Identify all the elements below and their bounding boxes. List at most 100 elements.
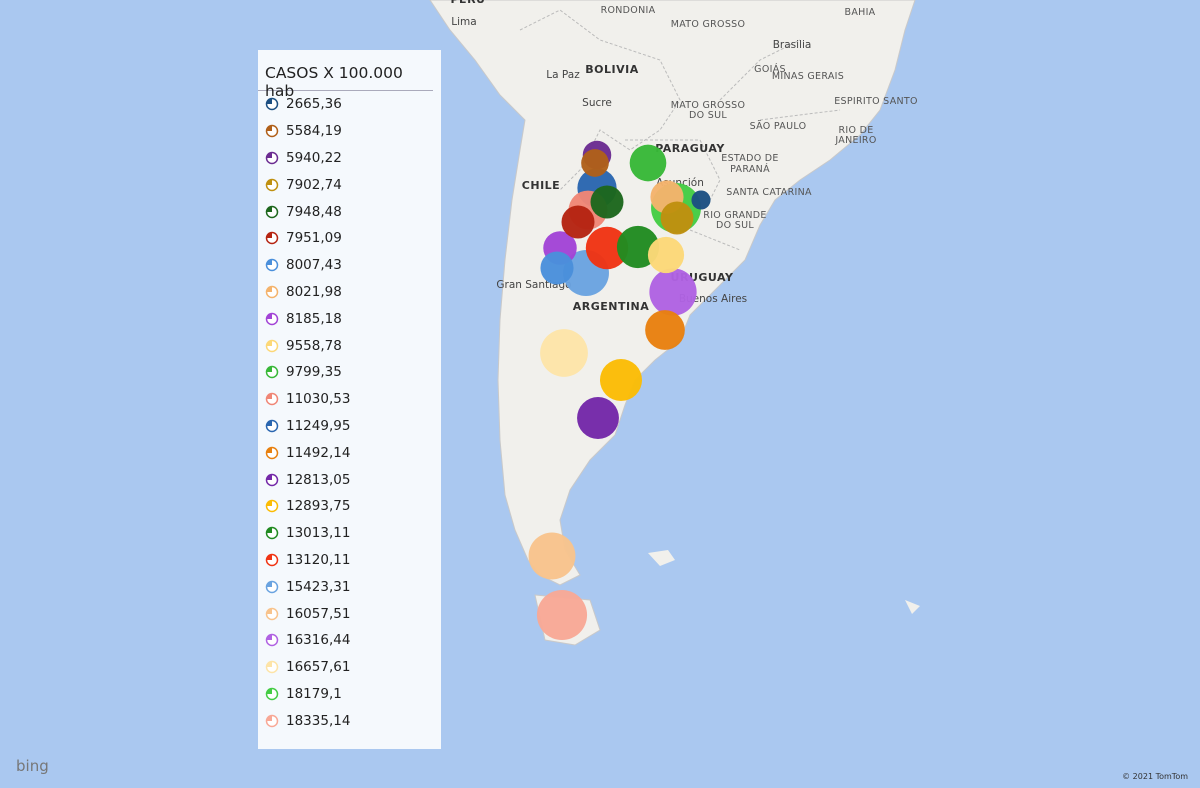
legend-item: 15423,31 [258,573,441,600]
legend-item: 11249,95 [258,413,441,440]
map-label: PARAGUAY [655,142,725,155]
legend-icon-wedge [266,366,272,373]
legend-icon [265,98,279,111]
legend-item: 12893,75 [258,493,441,520]
legend-item: 9799,35 [258,359,441,386]
copyright: © 2021 TomTom [1122,772,1188,781]
legend-label: 16316,44 [286,632,351,649]
legend-icon [265,151,279,165]
legend-icon [265,312,279,326]
legend-icon [265,392,279,406]
map-label: SÃO PAULO [750,121,807,132]
legend-item: 8021,98 [258,279,441,306]
legend-label: 8185,18 [286,310,342,327]
legend-label: 11249,95 [286,417,351,434]
legend-icon-wedge [266,232,272,239]
legend-item: 16316,44 [258,627,441,654]
bubble [581,149,609,177]
legend-label: 16057,51 [286,605,351,622]
legend-icon [265,124,279,138]
legend-label: 7902,74 [286,176,342,193]
legend-icon [265,660,279,674]
legend-icon [265,446,279,459]
bubble [536,589,588,641]
legend-icon-wedge [266,447,272,453]
legend-icon-wedge [266,688,272,694]
legend-icon [265,366,279,379]
legend-item: 5940,22 [258,145,441,172]
legend-item: 8185,18 [258,305,441,332]
legend-item: 2665,36 [258,91,441,118]
legend-icon-wedge [266,715,272,721]
legend-icon-wedge [266,206,272,212]
legend-item: 5584,19 [258,118,441,145]
map-label: La Paz [546,69,580,81]
legend-icon [265,419,279,433]
legend-title: CASOS X 100.000 hab [258,50,433,100]
legend-label: 15423,31 [286,578,351,595]
map-label: ARGENTINA [573,300,650,313]
legend-icon-wedge [266,581,272,587]
legend-item: 13013,11 [258,520,441,547]
legend-icon [265,580,279,593]
legend-icon [265,553,279,567]
legend-label: 13120,11 [286,551,351,568]
legend-icon-wedge [266,608,272,614]
bubble [540,251,574,285]
map-label: BAHIA [845,7,876,18]
legend-icon-wedge [266,286,272,292]
map-label: BOLIVIA [585,63,638,76]
legend-item: 18335,14 [258,707,441,734]
legend-label: 8021,98 [286,283,342,300]
legend-icon [265,285,279,299]
legend-label: 12893,75 [286,498,351,515]
legend-label: 9799,35 [286,364,342,381]
legend-label: 11492,14 [286,444,351,461]
legend-icon-wedge [266,634,272,641]
land [648,550,920,614]
legend-icon [265,607,279,620]
bubble [561,205,595,239]
legend-icon-wedge [266,661,272,668]
legend-icon-wedge [266,125,272,132]
legend-label: 5940,22 [286,149,342,166]
legend-label: 12813,05 [286,471,351,488]
legend-label: 13013,11 [286,525,351,542]
bubble [660,201,694,235]
legend-icon-wedge [266,98,272,105]
bing-logo: bing [16,757,49,775]
bubble [577,397,619,439]
border [519,9,841,251]
bubble [599,358,643,402]
legend-icon [265,178,279,192]
legend-item: 11030,53 [258,386,441,413]
legend-icon [265,473,279,486]
legend-icon [265,339,279,352]
legend-item: 12813,05 [258,466,441,493]
legend: CASOS X 100.000 hab 2665,36 5584,19 5940,2… [258,50,441,749]
legend-icon [265,714,279,727]
map-label: ESTADO DE [721,153,778,164]
bubble [647,236,685,274]
legend-icon [265,526,279,540]
legend-label: 9558,78 [286,337,342,354]
legend-icon-wedge [266,340,272,346]
legend-icon [265,232,279,245]
map-label: PERU [451,0,486,6]
legend-label: 16657,61 [286,659,351,676]
bubble [590,185,624,219]
legend-label: 7948,48 [286,203,342,220]
bubble [528,532,576,580]
legend-icon-wedge [266,259,272,266]
map-label: JANEIRO [834,135,876,146]
legend-item: 7902,74 [258,171,441,198]
legend-item: 11492,14 [258,439,441,466]
bubble [691,190,711,210]
legend-item: 8007,43 [258,252,441,279]
bubble [585,226,629,270]
map-label: MINAS GERAIS [772,71,844,82]
legend-label: 8007,43 [286,257,342,274]
legend-label: 18335,14 [286,712,351,729]
legend-icon [265,500,279,513]
